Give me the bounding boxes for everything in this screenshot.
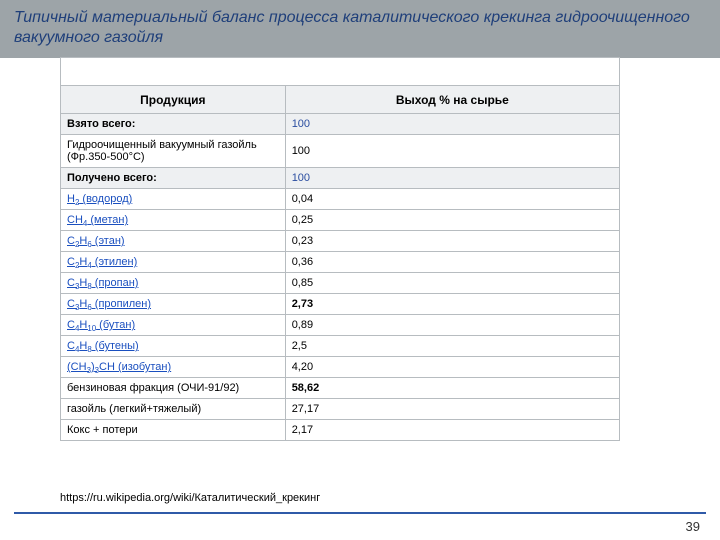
table-row: Гидроочищенный вакуумный газойль (Фр.350… [61,135,620,168]
col-header-product: Продукция [61,86,286,114]
balance-table: Продукция Выход % на сырье Взято всего:1… [60,57,620,441]
row-value: 0,85 [285,273,619,294]
row-label: Взято всего: [61,114,286,135]
row-label[interactable]: (CH3)3CH (изобутан) [61,357,286,378]
table-row: газойль (легкий+тяжелый)27,17 [61,399,620,420]
row-label: газойль (легкий+тяжелый) [61,399,286,420]
row-label: Кокс + потери [61,420,286,441]
row-label[interactable]: C4H10 (бутан) [61,315,286,336]
row-label[interactable]: C4H8 (бутены) [61,336,286,357]
table-row: CH4 (метан)0,25 [61,210,620,231]
table-row: H2 (водород)0,04 [61,189,620,210]
row-value: 0,36 [285,252,619,273]
table-row: C4H10 (бутан)0,89 [61,315,620,336]
table-row: Кокс + потери2,17 [61,420,620,441]
row-label[interactable]: CH4 (метан) [61,210,286,231]
table-row: C3H6 (пропилен)2,73 [61,294,620,315]
table-row: Получено всего:100 [61,168,620,189]
page-number: 39 [686,519,700,534]
table-row: C2H6 (этан)0,23 [61,231,620,252]
title-bar: Типичный материальный баланс процесса ка… [0,0,720,58]
row-value: 2,5 [285,336,619,357]
row-label[interactable]: C2H6 (этан) [61,231,286,252]
row-value: 58,62 [285,378,619,399]
page-title: Типичный материальный баланс процесса ка… [14,8,706,48]
table-row: (CH3)3CH (изобутан)4,20 [61,357,620,378]
row-label: Получено всего: [61,168,286,189]
table-header-row: Продукция Выход % на сырье [61,86,620,114]
table-row: C2H4 (этилен)0,36 [61,252,620,273]
row-value: 100 [285,114,619,135]
row-value: 4,20 [285,357,619,378]
row-value: 2,73 [285,294,619,315]
row-value: 27,17 [285,399,619,420]
row-label[interactable]: C3H6 (пропилен) [61,294,286,315]
table-row: C3H8 (пропан)0,85 [61,273,620,294]
row-value: 0,89 [285,315,619,336]
row-value: 2,17 [285,420,619,441]
table-row: бензиновая фракция (ОЧИ-91/92)58,62 [61,378,620,399]
col-header-yield: Выход % на сырье [285,86,619,114]
row-value: 100 [285,168,619,189]
content-area: Продукция Выход % на сырье Взято всего:1… [0,57,720,441]
table-top-pad [61,58,620,86]
table-row: C4H8 (бутены)2,5 [61,336,620,357]
row-value: 0,25 [285,210,619,231]
source-url: https://ru.wikipedia.org/wiki/Каталитиче… [60,492,320,504]
footer-rule [14,512,706,514]
table-body: Продукция Выход % на сырье Взято всего:1… [61,58,620,441]
row-label[interactable]: H2 (водород) [61,189,286,210]
row-label[interactable]: C3H8 (пропан) [61,273,286,294]
row-value: 0,23 [285,231,619,252]
row-label[interactable]: C2H4 (этилен) [61,252,286,273]
table-row: Взято всего:100 [61,114,620,135]
row-label: бензиновая фракция (ОЧИ-91/92) [61,378,286,399]
row-value: 0,04 [285,189,619,210]
row-label: Гидроочищенный вакуумный газойль (Фр.350… [61,135,286,168]
row-value: 100 [285,135,619,168]
